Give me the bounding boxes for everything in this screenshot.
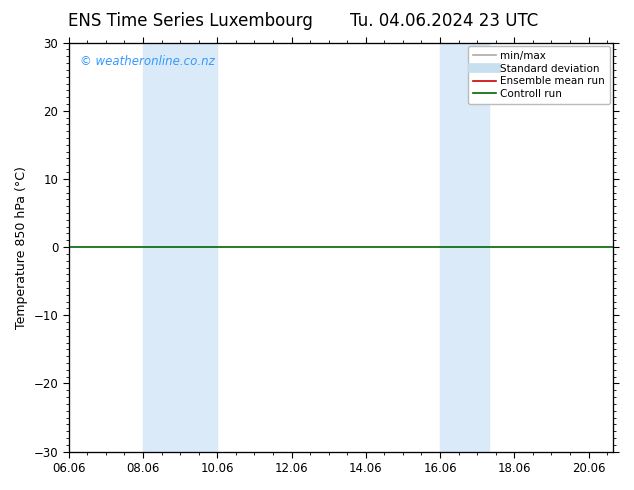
- Bar: [143, 43, 217, 452]
- Legend: min/max, Standard deviation, Ensemble mean run, Controll run: min/max, Standard deviation, Ensemble me…: [468, 46, 611, 104]
- Bar: [440, 43, 489, 452]
- Y-axis label: Temperature 850 hPa (°C): Temperature 850 hPa (°C): [15, 166, 28, 328]
- Text: ENS Time Series Luxembourg: ENS Time Series Luxembourg: [68, 12, 313, 30]
- Text: © weatheronline.co.nz: © weatheronline.co.nz: [80, 55, 214, 68]
- Text: Tu. 04.06.2024 23 UTC: Tu. 04.06.2024 23 UTC: [350, 12, 538, 30]
